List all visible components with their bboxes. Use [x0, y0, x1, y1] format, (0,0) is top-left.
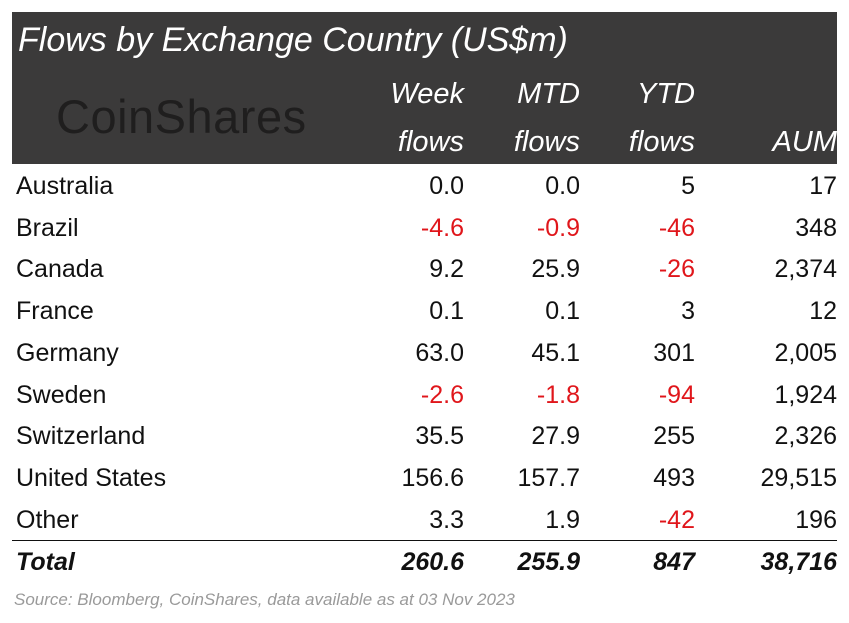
cell-mtd-flows: 0.0 — [545, 172, 580, 200]
cell-mtd-flows: 27.9 — [531, 422, 580, 450]
cell-aum: 12 — [809, 297, 837, 325]
row-label: Total — [16, 548, 75, 576]
cell-ytd-flows: 3 — [681, 297, 695, 325]
row-label: United States — [16, 464, 167, 492]
table-header: Flows by Exchange Country (US$m) CoinSha… — [12, 12, 837, 164]
column-header-line1: MTD — [517, 78, 580, 110]
cell-aum: 2,005 — [774, 339, 837, 367]
column-header-aum: AUM — [773, 70, 837, 166]
row-label: Switzerland — [16, 422, 146, 450]
column-header-line2: flows — [397, 126, 464, 158]
row-label: Canada — [16, 255, 104, 283]
cell-week-flows: 9.2 — [429, 255, 464, 283]
cell-aum: 196 — [795, 506, 837, 534]
cell-aum: 2,326 — [774, 422, 837, 450]
column-header-mtd-flows: MTD flows — [514, 70, 580, 166]
cell-aum: 1,924 — [774, 381, 837, 409]
cell-mtd-flows: -0.9 — [536, 214, 580, 242]
table-row: Germany 63.0 45.1 301 2,005 — [12, 333, 837, 374]
table-row: Switzerland 35.5 27.9 255 2,326 — [12, 416, 837, 457]
table-row: Brazil -4.6 -0.9 -46 348 — [12, 208, 837, 249]
column-header-ytd-flows: YTD flows — [629, 70, 695, 166]
row-label: Australia — [16, 172, 114, 200]
cell-aum: 38,716 — [760, 548, 837, 576]
total-row: Total 260.6 255.9 847 38,716 — [12, 542, 837, 583]
cell-mtd-flows: 255.9 — [517, 548, 580, 576]
cell-aum: 17 — [809, 172, 837, 200]
cell-mtd-flows: 0.1 — [545, 297, 580, 325]
row-label: Other — [16, 506, 79, 534]
cell-week-flows: 156.6 — [401, 464, 464, 492]
table-row: Sweden -2.6 -1.8 -94 1,924 — [12, 375, 837, 416]
row-label: Brazil — [16, 214, 79, 242]
column-header-line1: Week — [390, 78, 464, 110]
column-header-line1: YTD — [637, 78, 695, 110]
cell-ytd-flows: 493 — [653, 464, 695, 492]
table-row: Australia 0.0 0.0 5 17 — [12, 166, 837, 207]
cell-ytd-flows: -94 — [658, 381, 695, 409]
table-row: Canada 9.2 25.9 -26 2,374 — [12, 249, 837, 290]
cell-aum: 2,374 — [774, 255, 837, 283]
table-row: Other 3.3 1.9 -42 196 — [12, 500, 837, 541]
cell-week-flows: 35.5 — [415, 422, 464, 450]
column-header-week-flows: Week flows — [390, 70, 464, 166]
table-title: Flows by Exchange Country (US$m) — [18, 21, 568, 59]
cell-week-flows: -4.6 — [420, 214, 464, 242]
cell-ytd-flows: -26 — [658, 255, 695, 283]
coinshares-logo: CoinShares — [56, 90, 307, 143]
row-label: Sweden — [16, 381, 107, 409]
cell-mtd-flows: -1.8 — [536, 381, 580, 409]
total-divider — [12, 540, 837, 541]
column-header-line2: flows — [628, 126, 695, 158]
column-header-line2: flows — [513, 126, 580, 158]
cell-aum: 348 — [795, 214, 837, 242]
cell-aum: 29,515 — [760, 464, 837, 492]
cell-mtd-flows: 1.9 — [545, 506, 580, 534]
cell-ytd-flows: 255 — [653, 422, 695, 450]
cell-week-flows: 0.0 — [429, 172, 464, 200]
cell-week-flows: 3.3 — [429, 506, 464, 534]
cell-mtd-flows: 45.1 — [531, 339, 580, 367]
cell-mtd-flows: 25.9 — [531, 255, 580, 283]
source-note: Source: Bloomberg, CoinShares, data avai… — [14, 590, 515, 609]
table-row: United States 156.6 157.7 493 29,515 — [12, 458, 837, 499]
cell-ytd-flows: 301 — [653, 339, 695, 367]
cell-ytd-flows: 5 — [681, 172, 695, 200]
column-header-line1 — [773, 70, 837, 118]
cell-ytd-flows: -42 — [658, 506, 695, 534]
cell-week-flows: 0.1 — [429, 297, 464, 325]
row-label: France — [16, 297, 94, 325]
cell-week-flows: 260.6 — [401, 548, 464, 576]
column-header-line2: AUM — [772, 126, 837, 158]
cell-week-flows: 63.0 — [415, 339, 464, 367]
cell-ytd-flows: -46 — [658, 214, 695, 242]
table-row: France 0.1 0.1 3 12 — [12, 291, 837, 332]
cell-week-flows: -2.6 — [420, 381, 464, 409]
cell-mtd-flows: 157.7 — [517, 464, 580, 492]
cell-ytd-flows: 847 — [653, 548, 695, 576]
row-label: Germany — [16, 339, 119, 367]
